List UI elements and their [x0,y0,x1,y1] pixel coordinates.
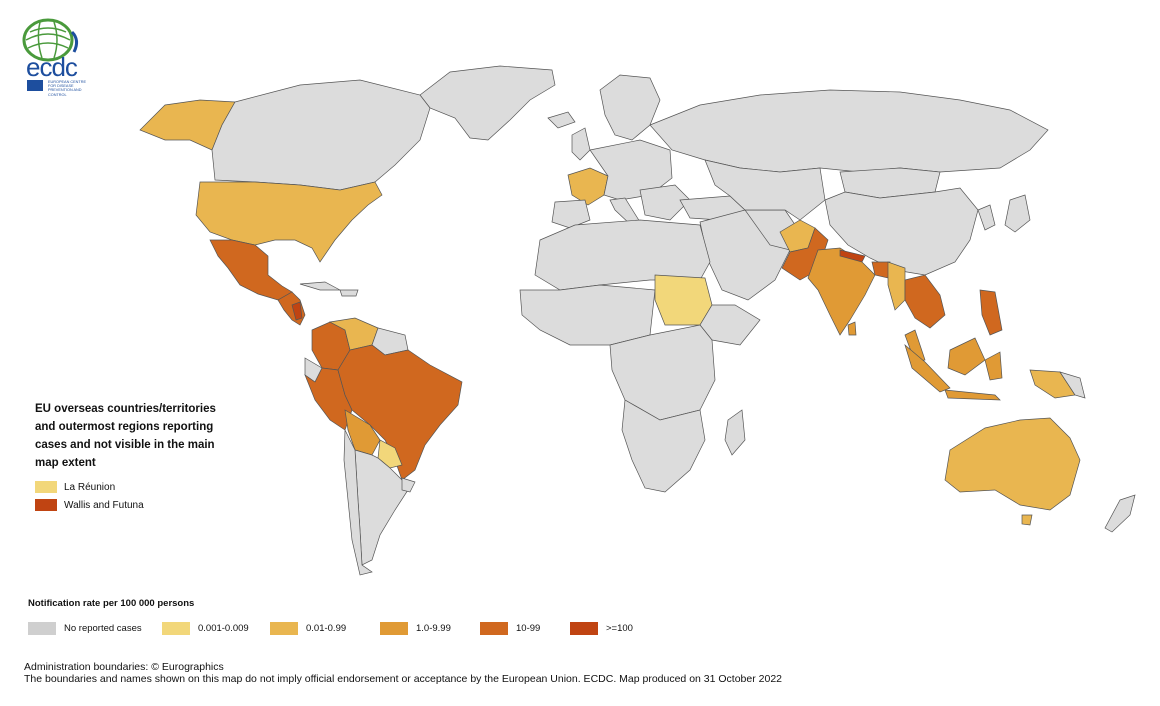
legend-label: >=100 [606,623,633,634]
country-uk [571,127,591,161]
legend-swatch [162,622,190,635]
country-sumatra [904,343,951,393]
footer-boundaries: Administration boundaries: © Eurographic… [24,661,224,673]
country-thailand-indochina [904,274,946,329]
country-new-guinea [1029,369,1076,399]
logo-subtext: EUROPEAN CENTRE FOR DISEASE PREVENTION A… [48,80,86,97]
legend-item-r5: >=100 [570,622,633,635]
country-nicaragua [291,301,303,321]
country-cuba [299,281,341,291]
country-china [824,187,979,276]
country-central-africa [609,324,716,421]
legend-item-r2: 0.01-0.99 [270,622,346,635]
country-nepal [839,249,866,263]
country-mexico [209,239,293,301]
legend-label: 1.0-9.99 [416,623,451,634]
country-scandinavia [599,74,661,141]
footer-disclaimer: The boundaries and names shown on this m… [24,673,783,685]
country-borneo [947,337,986,376]
logo-wordmark: ecdc [26,52,78,82]
legend-label: 0.01-0.99 [306,623,347,634]
country-brazil [337,344,463,481]
country-sri-lanka [847,321,857,336]
legend-label: 0.001-0.009 [198,623,249,634]
legend-swatch [480,622,508,635]
footer: Administration boundaries: © Eurographic… [24,661,782,685]
swatch-wallis-futuna [35,499,57,511]
eu-item-la-reunion: La Réunion [35,481,115,493]
legend-title: Notification rate per 100 000 persons [28,598,195,609]
legend-swatch [270,622,298,635]
country-australia [944,417,1081,511]
legend: No reported cases 0.001-0.009 0.01-0.99 … [28,622,728,636]
legend-swatch [380,622,408,635]
legend-item-r3: 1.0-9.99 [380,622,451,635]
swatch-la-reunion [35,481,57,493]
eu-overseas-title: EU overseas countries/territories and ou… [35,403,216,469]
country-balkans [639,184,691,221]
world-map [139,65,1136,576]
country-iberia [551,199,591,229]
country-india [807,247,876,336]
legend-item-r4: 10-99 [480,622,540,635]
country-tasmania [1021,514,1033,526]
country-paraguay [377,439,403,469]
country-west-africa [519,284,656,346]
country-madagascar [724,409,746,456]
legend-item-r1: 0.001-0.009 [162,622,249,635]
legend-swatch [28,622,56,635]
eu-flag-icon [27,80,43,91]
country-hispaniola [339,289,359,297]
legend-label: 10-99 [516,623,541,634]
legend-item-none: No reported cases [28,622,142,635]
country-greenland [419,65,556,141]
eu-item-wallis-futuna: Wallis and Futuna [35,499,144,511]
country-france [567,167,609,206]
legend-label: No reported cases [64,623,142,634]
country-canada [211,79,431,191]
eu-item-label: Wallis and Futuna [64,499,144,511]
country-png-east [1059,371,1086,399]
country-sulawesi [984,351,1003,381]
country-uruguay [401,477,416,493]
country-southern-africa [621,399,706,493]
country-russia [649,89,1049,173]
ecdc-logo [10,18,102,92]
country-chile [343,429,373,576]
country-philippines [979,289,1003,336]
country-sudan [654,274,713,326]
legend-swatch [570,622,598,635]
country-java [944,389,1001,401]
globe-icon [22,18,79,62]
country-korea-japan [977,194,1031,233]
country-new-zealand [1104,494,1136,533]
country-iceland [547,111,576,129]
country-myanmar [887,261,906,311]
eu-item-label: La Réunion [64,481,116,493]
